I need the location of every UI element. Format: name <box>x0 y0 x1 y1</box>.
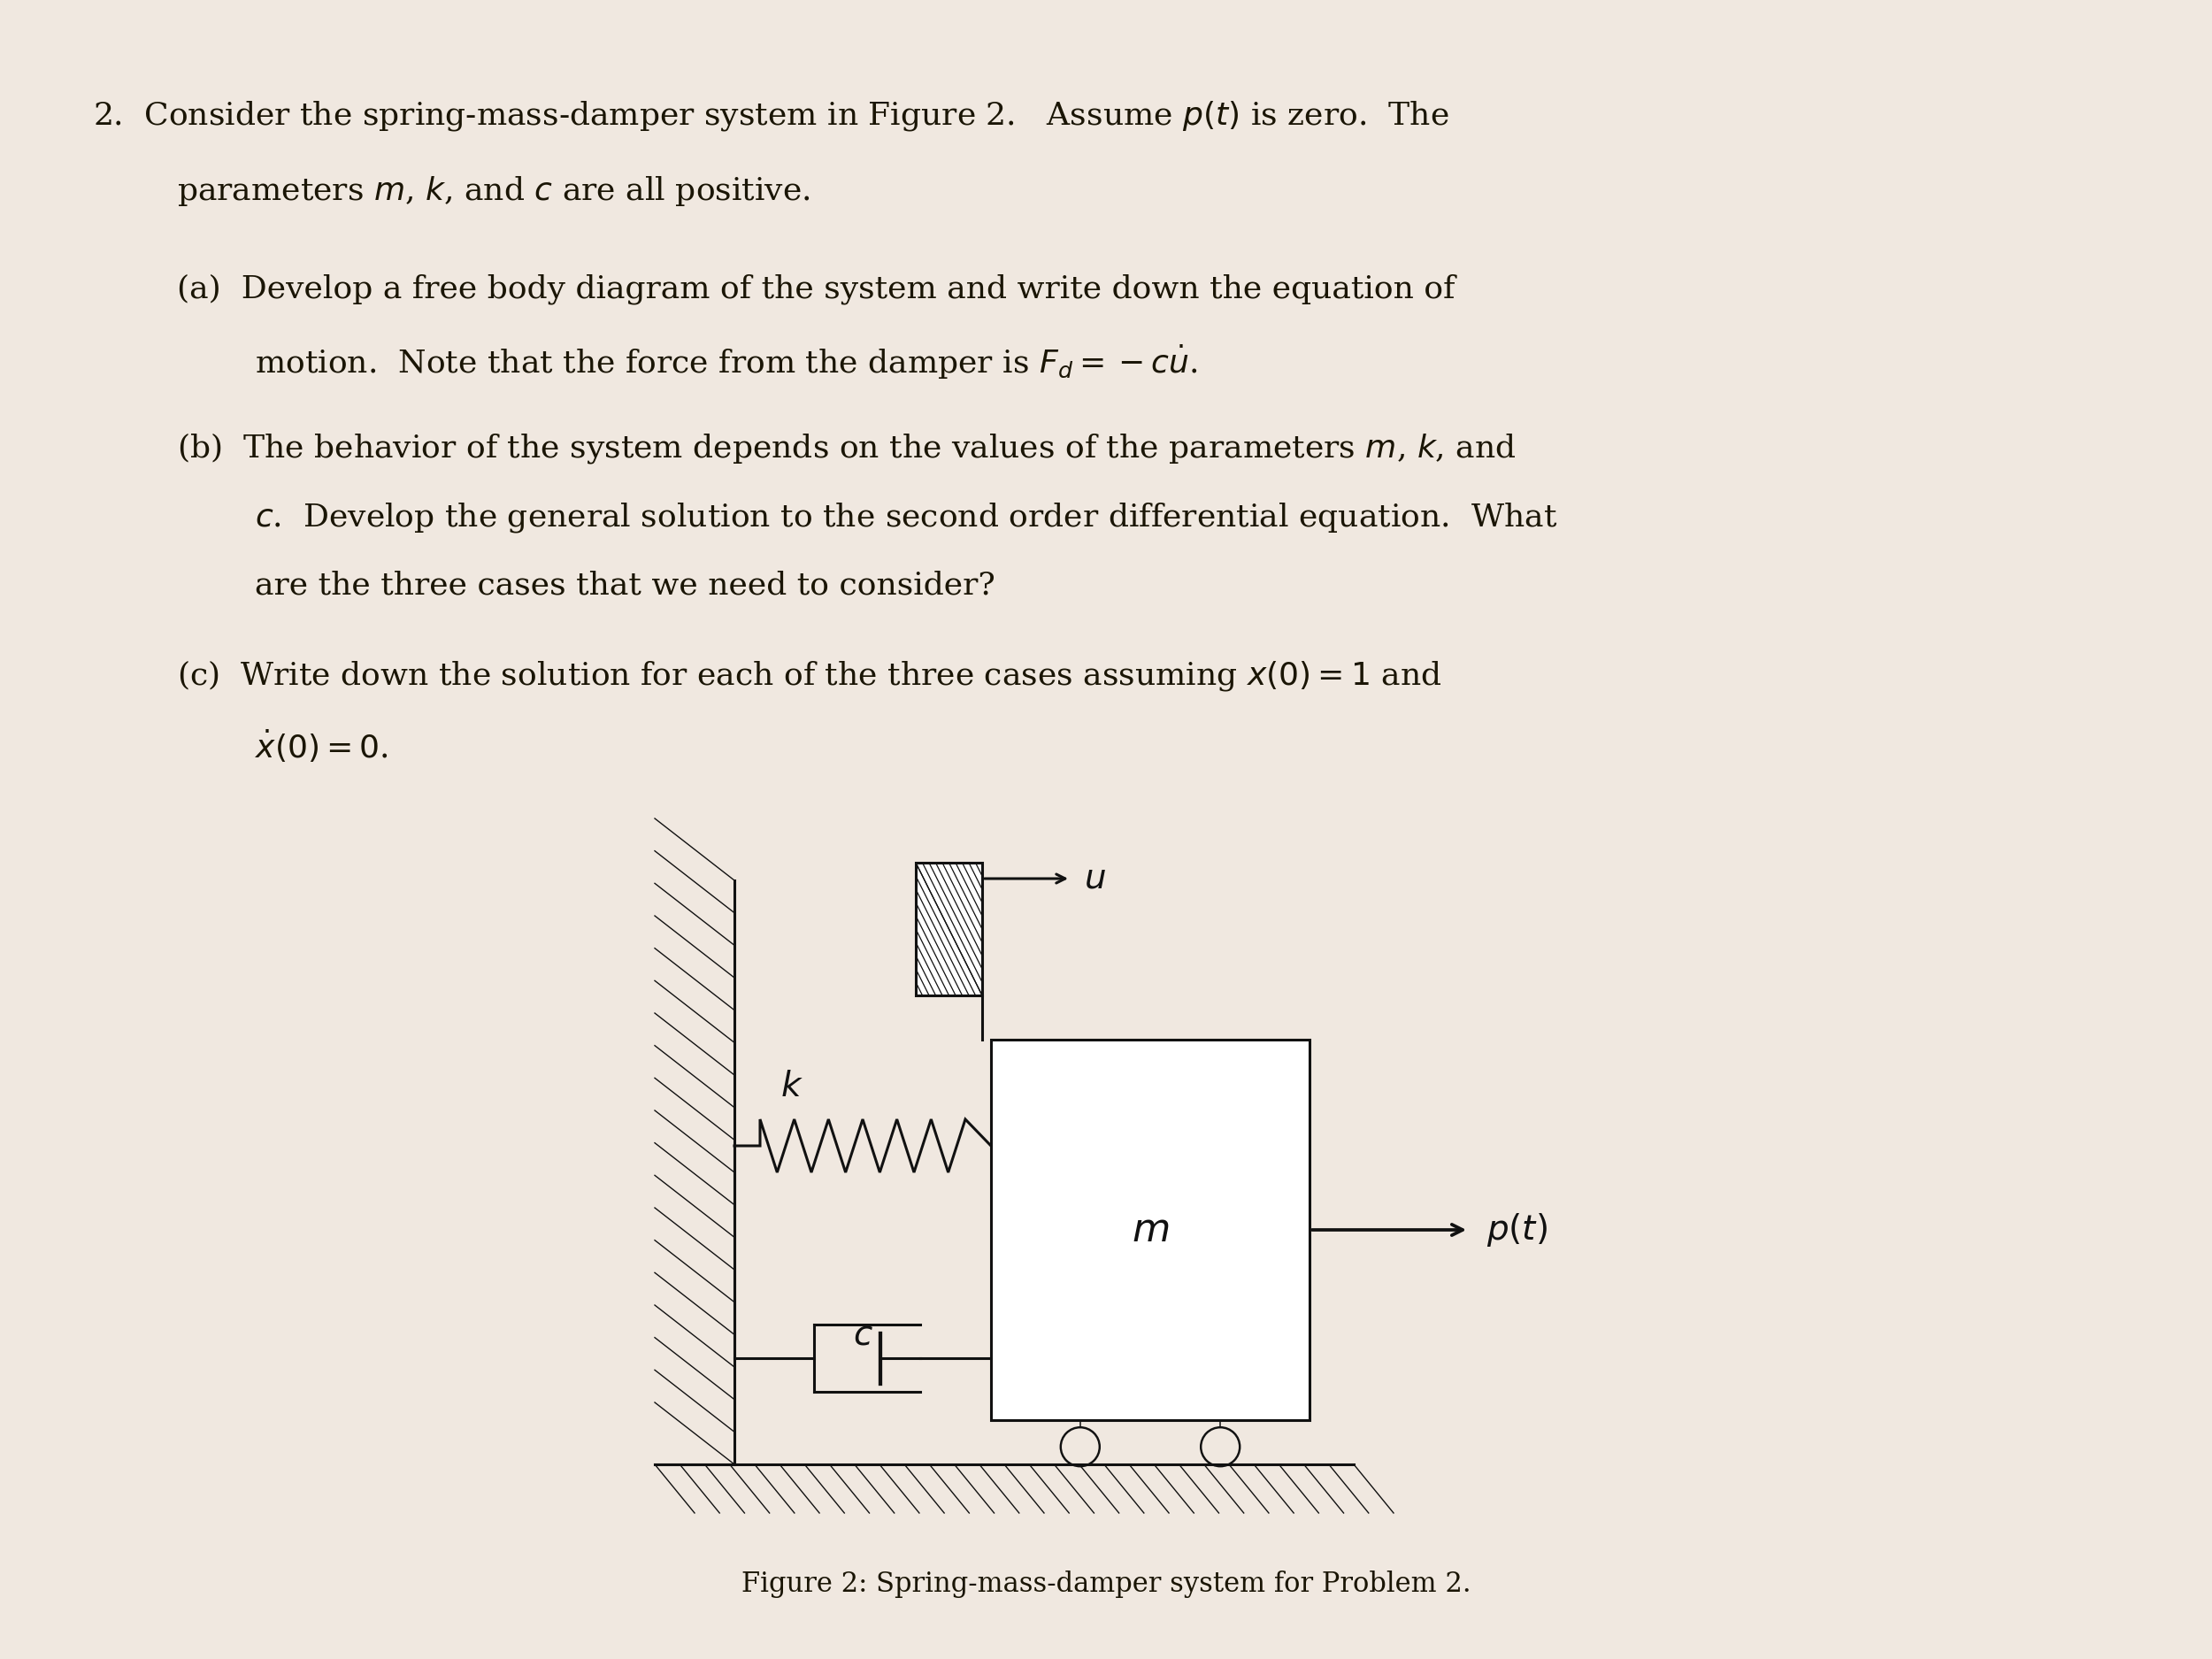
Text: $m$: $m$ <box>1133 1211 1168 1249</box>
Text: Figure 2: Spring-mass-damper system for Problem 2.: Figure 2: Spring-mass-damper system for … <box>741 1571 1471 1598</box>
Text: $k$: $k$ <box>781 1070 803 1103</box>
Text: 2.  Consider the spring-mass-damper system in Figure 2.   Assume $p(t)$ is zero.: 2. Consider the spring-mass-damper syste… <box>93 100 1449 133</box>
Text: $c$: $c$ <box>852 1319 874 1350</box>
Text: $c$.  Develop the general solution to the second order differential equation.  W: $c$. Develop the general solution to the… <box>254 501 1557 534</box>
Bar <box>916 863 982 995</box>
Text: $\dot{x}(0) = 0$.: $\dot{x}(0) = 0$. <box>254 728 387 765</box>
Text: $u$: $u$ <box>1084 863 1106 894</box>
Text: parameters $m$, $k$, and $c$ are all positive.: parameters $m$, $k$, and $c$ are all pos… <box>177 174 810 207</box>
Bar <box>991 1040 1310 1420</box>
Text: $p(t)$: $p(t)$ <box>1486 1211 1548 1249</box>
Text: (c)  Write down the solution for each of the three cases assuming $x(0) = 1$ and: (c) Write down the solution for each of … <box>177 659 1442 693</box>
Text: motion.  Note that the force from the damper is $F_d = -c\dot{u}$.: motion. Note that the force from the dam… <box>254 343 1197 382</box>
Text: (b)  The behavior of the system depends on the values of the parameters $m$, $k$: (b) The behavior of the system depends o… <box>177 431 1517 466</box>
Text: (a)  Develop a free body diagram of the system and write down the equation of: (a) Develop a free body diagram of the s… <box>177 274 1455 304</box>
Text: are the three cases that we need to consider?: are the three cases that we need to cons… <box>254 571 995 601</box>
